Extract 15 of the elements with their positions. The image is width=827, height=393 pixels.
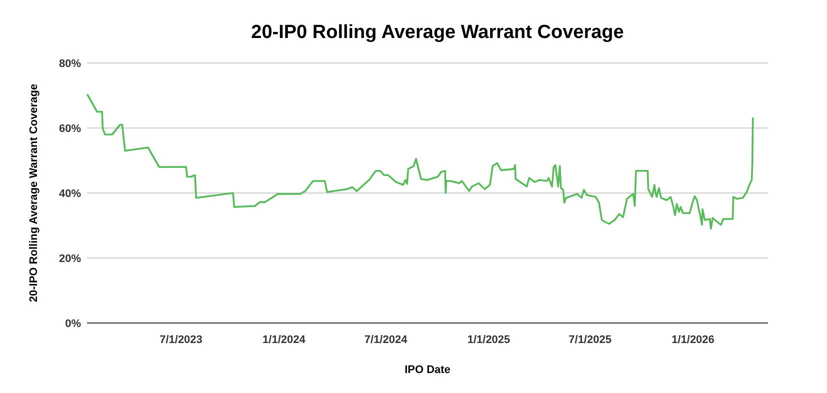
y-tick-label: 0%	[65, 318, 82, 330]
x-tick-label: 7/1/2023	[160, 334, 202, 346]
y-axis-title: 20-IPO Rolling Average Warrant Coverage	[28, 84, 40, 302]
y-tick-label: 60%	[58, 122, 82, 135]
y-tick-label: 20%	[58, 252, 82, 265]
x-tick-label: 1/1/2024	[262, 334, 306, 346]
x-tick-label: 7/1/2025	[568, 334, 612, 346]
y-tick-label: 80%	[58, 58, 82, 70]
x-tick-label: 7/1/2024	[364, 334, 408, 346]
x-tick-label: 1/1/2025	[467, 334, 510, 346]
x-tick-label: 1/1/2026	[672, 334, 714, 346]
x-axis-title: IPO Date	[404, 364, 450, 376]
chart-title: 20-IP0 Rolling Average Warrant Coverage	[251, 22, 624, 43]
y-tick-label: 40%	[58, 188, 82, 200]
line-series	[86, 94, 754, 230]
